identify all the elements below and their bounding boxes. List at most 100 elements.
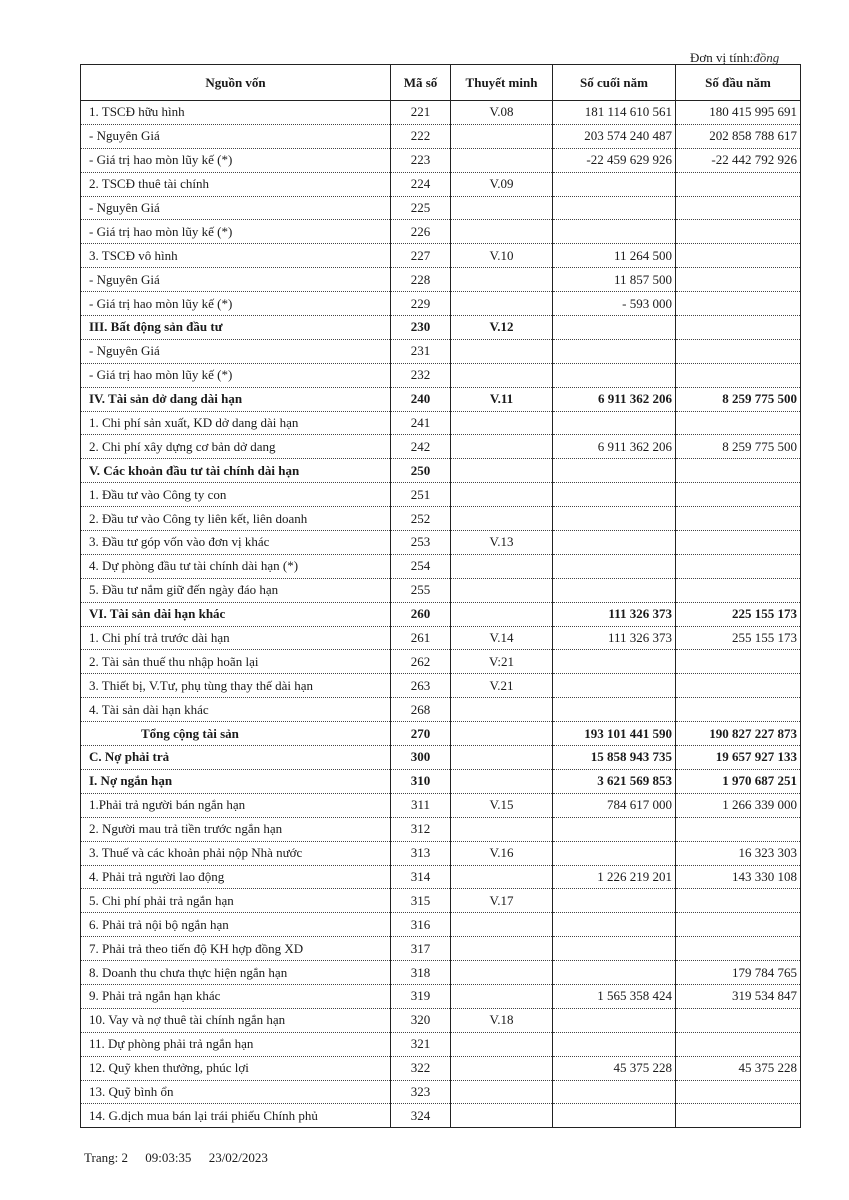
unit-of-measure: Đơn vị tính:đồng [690, 50, 779, 66]
row-year-end [552, 697, 676, 723]
row-code: 250 [390, 458, 451, 484]
row-name: 8. Doanh thu chưa thực hiện ngắn hạn [80, 960, 391, 985]
row-year-end [552, 172, 676, 197]
table-row: - Giá trị hao mòn lũy kế (*) 229 - 593 000 [80, 291, 801, 317]
row-year-begin [675, 267, 801, 293]
row-note [450, 721, 553, 747]
row-code: 229 [390, 291, 451, 317]
row-year-begin [675, 673, 801, 699]
table-row: 1. Chi phí sản xuất, KD dở dang dài hạn 2… [80, 411, 801, 436]
row-name: 11. Dự phòng phải trả ngắn hạn [80, 1032, 391, 1057]
row-name: - Giá trị hao mòn lũy kế (*) [80, 219, 391, 245]
row-code: 317 [390, 936, 451, 962]
table-row: I. Nợ ngắn hạn 310 3 621 569 853 1 970 687 … [80, 769, 801, 794]
table-row: 2. Người mau trả tiền trước ngắn hạn 312 [80, 817, 801, 842]
row-year-end: 181 114 610 561 [552, 100, 676, 125]
row-year-begin [675, 554, 801, 579]
row-year-begin [675, 817, 801, 842]
table-row: IV. Tài sản dở dang dài hạn 240 V.11 6 911 … [80, 387, 801, 412]
row-name: 5. Chi phí phải trả ngắn hạn [80, 888, 391, 914]
row-year-end [552, 339, 676, 364]
row-name: 3. Thiết bị, V.Tư, phụ tùng thay thế dài… [80, 673, 391, 699]
table-row: V. Các khoản đầu tư tài chính dài hạn 250 [80, 458, 801, 484]
row-note [450, 196, 553, 221]
row-code: 222 [390, 124, 451, 149]
row-code: 230 [390, 315, 451, 340]
row-year-begin [675, 578, 801, 603]
table-row: 12. Quỹ khen thưởng, phúc lợi 322 45 375 2… [80, 1056, 801, 1081]
row-note: V.15 [450, 793, 553, 818]
row-name: VI. Tài sản dài hạn khác [80, 602, 391, 627]
header-year-end: Số cuối năm [552, 64, 676, 101]
table-row: C. Nợ phải trả 300 15 858 943 735 19 657 92… [80, 745, 801, 770]
row-year-end [552, 482, 676, 508]
row-code: 312 [390, 817, 451, 842]
header-code: Mã số [390, 64, 451, 101]
table-row: 2. Chi phí xây dựng cơ bản dở dang 242 6 9… [80, 434, 801, 460]
row-year-begin [675, 936, 801, 962]
row-note [450, 482, 553, 508]
row-name: - Giá trị hao mòn lũy kế (*) [80, 148, 391, 173]
row-name: 2. Đầu tư vào Công ty liên kết, liên doa… [80, 506, 391, 532]
row-year-end [552, 578, 676, 603]
row-code: 300 [390, 745, 451, 770]
row-name: 2. Người mau trả tiền trước ngắn hạn [80, 817, 391, 842]
row-note: V.18 [450, 1008, 553, 1033]
row-note: V.12 [450, 315, 553, 340]
row-note [450, 769, 553, 794]
row-note [450, 434, 553, 460]
row-code: 318 [390, 960, 451, 985]
row-code: 255 [390, 578, 451, 603]
row-year-end: 11 857 500 [552, 267, 676, 293]
row-note [450, 411, 553, 436]
row-name: 4. Phải trả người lao động [80, 865, 391, 890]
table-row: - Giá trị hao mòn lũy kế (*) 232 [80, 363, 801, 388]
row-note [450, 219, 553, 245]
row-year-begin [675, 530, 801, 555]
row-note [450, 697, 553, 723]
row-name: 2. TSCĐ thuê tài chính [80, 172, 391, 197]
row-code: 225 [390, 196, 451, 221]
row-name: - Nguyên Giá [80, 196, 391, 221]
row-year-end [552, 196, 676, 221]
row-year-begin [675, 196, 801, 221]
row-year-begin [675, 219, 801, 245]
row-year-end: 111 326 373 [552, 626, 676, 651]
row-code: 254 [390, 554, 451, 579]
row-note [450, 554, 553, 579]
row-year-begin: 255 155 173 [675, 626, 801, 651]
row-year-begin: 1 970 687 251 [675, 769, 801, 794]
table-row: - Giá trị hao mòn lũy kế (*) 226 [80, 219, 801, 245]
row-year-begin: 8 259 775 500 [675, 434, 801, 460]
row-code: 310 [390, 769, 451, 794]
row-year-begin [675, 172, 801, 197]
row-year-begin [675, 482, 801, 508]
table-row: 6. Phải trả nội bộ ngắn hạn 316 [80, 912, 801, 938]
row-year-begin [675, 1032, 801, 1057]
row-year-begin [675, 339, 801, 364]
row-note [450, 267, 553, 293]
row-year-end: 1 565 358 424 [552, 984, 676, 1009]
row-note [450, 1103, 553, 1129]
row-year-end [552, 673, 676, 699]
table-row: - Nguyên Giá 228 11 857 500 [80, 267, 801, 293]
row-name: 1. Chi phí sản xuất, KD dở dang dài hạn [80, 411, 391, 436]
row-note [450, 1056, 553, 1081]
row-name: 1. TSCĐ hữu hình [80, 100, 391, 125]
row-year-end [552, 817, 676, 842]
row-year-end: 15 858 943 735 [552, 745, 676, 770]
table-row: 1. Chi phí trả trước dài hạn 261 V.14 111 3… [80, 626, 801, 651]
row-name: I. Nợ ngắn hạn [80, 769, 391, 794]
row-code: 241 [390, 411, 451, 436]
table-row: 3. Đầu tư góp vốn vào đơn vị khác 253 V.13 [80, 530, 801, 555]
row-name: 13. Quỹ bình ổn [80, 1080, 391, 1105]
row-code: 253 [390, 530, 451, 555]
row-year-end: 203 574 240 487 [552, 124, 676, 149]
row-note [450, 817, 553, 842]
row-code: 322 [390, 1056, 451, 1081]
row-name: 14. G.dịch mua bán lại trái phiếu Chính … [80, 1103, 391, 1129]
print-time: 09:03:35 [145, 1150, 192, 1165]
row-note [450, 148, 553, 173]
row-name: 1.Phải trả người bán ngắn hạn [80, 793, 391, 818]
row-year-end [552, 912, 676, 938]
